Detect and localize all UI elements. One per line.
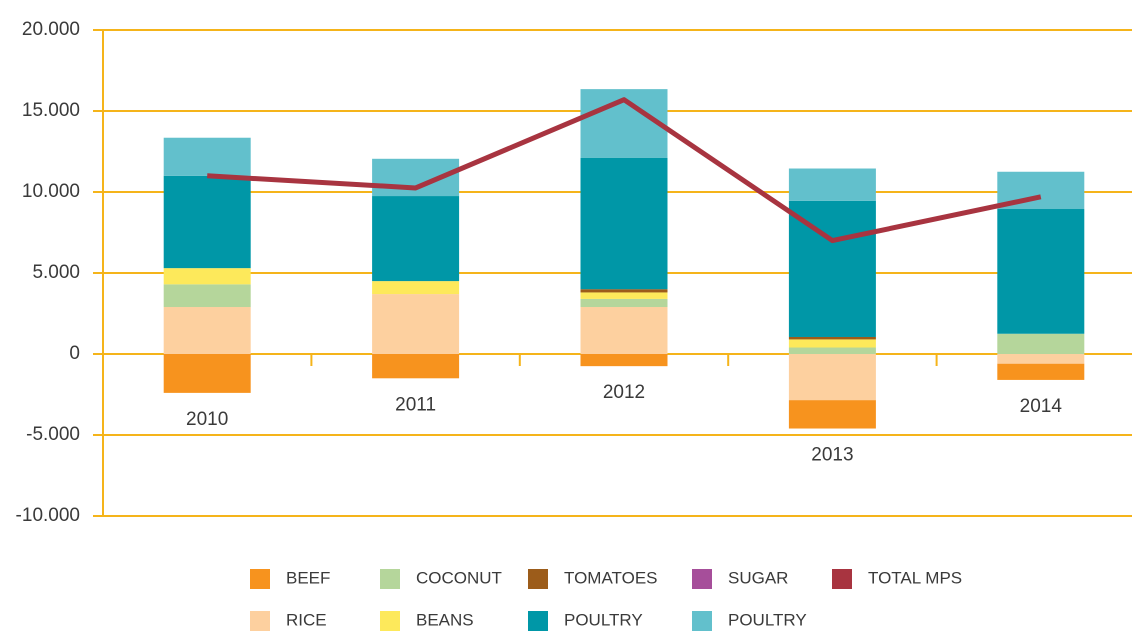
legend-swatch (692, 611, 712, 631)
legend-swatch (692, 569, 712, 589)
bar-segment (788, 400, 876, 429)
bar-segment (163, 307, 251, 354)
x-tick-label: 2010 (186, 409, 228, 430)
legend-label: SUGAR (728, 568, 788, 587)
legend-swatch (832, 569, 852, 589)
bar-segment (788, 354, 876, 401)
y-tick-label: 10.000 (22, 181, 80, 202)
legend-label: POULTRY (564, 610, 643, 629)
bar-segment (788, 336, 876, 340)
bar-segment (372, 196, 460, 282)
bar-segment (372, 281, 460, 295)
legend-swatch (380, 611, 400, 631)
x-tick-label: 2011 (395, 394, 436, 415)
legend-label: BEEF (286, 568, 330, 587)
bar-segment (580, 307, 668, 354)
legend-swatch (250, 569, 270, 589)
legend-swatch (380, 569, 400, 589)
y-tick-label: -10.000 (16, 505, 80, 526)
y-tick-label: -5.000 (26, 424, 80, 445)
bar-segment (163, 175, 251, 269)
legend-swatch (250, 611, 270, 631)
bar-segment (788, 168, 876, 201)
line-series (207, 97, 1042, 244)
legend-label: TOMATOES (564, 568, 658, 587)
legend-label: TOTAL MPS (868, 568, 962, 587)
x-tick-label: 2013 (811, 445, 853, 466)
legend-label: BEANS (416, 610, 474, 629)
x-tick-label: 2014 (1020, 396, 1063, 417)
legend-swatch (528, 569, 548, 589)
legend-label: COCONUT (416, 568, 502, 587)
y-tick-label: 5.000 (32, 262, 80, 283)
bar-segment (580, 157, 668, 290)
bar-segment (372, 294, 460, 354)
x-tick-label: 2012 (603, 382, 645, 403)
bar-segment (580, 289, 668, 293)
bar-segment (997, 354, 1085, 364)
bar-segment (372, 354, 460, 379)
y-tick-label: 20.000 (22, 19, 80, 40)
bar-segment (163, 354, 251, 393)
bar-segment (580, 292, 668, 299)
legend-swatch (528, 611, 548, 631)
bar-segment (997, 209, 1085, 334)
bar-segment (163, 284, 251, 308)
bar-segment (163, 268, 251, 285)
bar-segment (580, 354, 668, 367)
bar-segment (788, 339, 876, 348)
legend-label: POULTRY (728, 610, 807, 629)
bar-segment (788, 347, 876, 354)
legend-label: RICE (286, 610, 327, 629)
bar-segment (997, 333, 1085, 354)
bar-segment (997, 363, 1085, 380)
y-tick-label: 15.000 (22, 100, 80, 121)
bar-segment (580, 298, 668, 308)
bar-segment (163, 137, 251, 176)
y-tick-label: 0 (69, 343, 80, 364)
